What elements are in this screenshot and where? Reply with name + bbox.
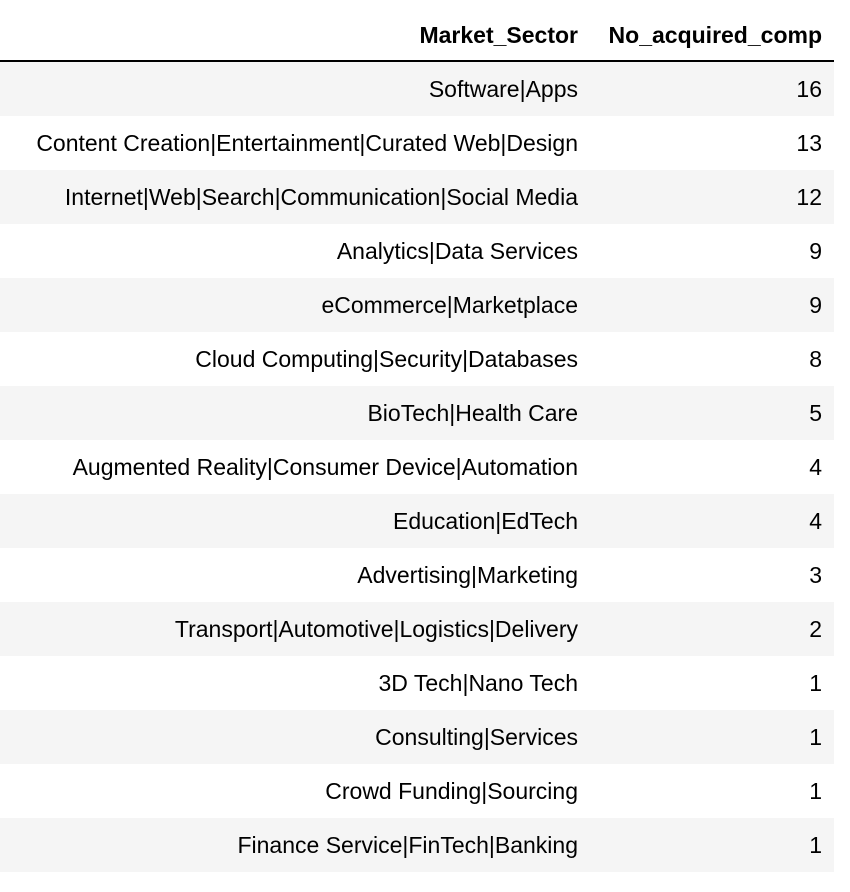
table-row: Cloud Computing|Security|Databases 8 — [0, 332, 834, 386]
table-row: Advertising|Marketing 3 — [0, 548, 834, 602]
sector-cell: Augmented Reality|Consumer Device|Automa… — [0, 440, 590, 494]
count-cell: 2 — [590, 602, 834, 656]
count-cell: 9 — [590, 224, 834, 278]
table-row: eCommerce|Marketplace 9 — [0, 278, 834, 332]
sector-cell: Content Creation|Entertainment|Curated W… — [0, 116, 590, 170]
sector-cell: Internet|Web|Search|Communication|Social… — [0, 170, 590, 224]
table-header: Market_Sector No_acquired_comp — [0, 10, 834, 62]
table-row: Finance Service|FinTech|Banking 1 — [0, 818, 834, 872]
count-cell: 13 — [590, 116, 834, 170]
sector-cell: 3D Tech|Nano Tech — [0, 656, 590, 710]
table-row: Augmented Reality|Consumer Device|Automa… — [0, 440, 834, 494]
count-cell: 1 — [590, 656, 834, 710]
count-cell: 4 — [590, 494, 834, 548]
table-row: Consulting|Services 1 — [0, 710, 834, 764]
table-body: Software|Apps 16 Content Creation|Entert… — [0, 61, 834, 872]
count-cell: 16 — [590, 61, 834, 116]
column-header-no-acquired-comp: No_acquired_comp — [590, 10, 834, 62]
count-cell: 9 — [590, 278, 834, 332]
sector-cell: Advertising|Marketing — [0, 548, 590, 602]
sector-cell: Analytics|Data Services — [0, 224, 590, 278]
count-cell: 8 — [590, 332, 834, 386]
header-row: Market_Sector No_acquired_comp — [0, 10, 834, 62]
sector-cell: BioTech|Health Care — [0, 386, 590, 440]
table-row: Analytics|Data Services 9 — [0, 224, 834, 278]
table-row: Education|EdTech 4 — [0, 494, 834, 548]
column-header-market-sector: Market_Sector — [0, 10, 590, 62]
table-row: 3D Tech|Nano Tech 1 — [0, 656, 834, 710]
sector-cell: eCommerce|Marketplace — [0, 278, 590, 332]
sector-cell: Cloud Computing|Security|Databases — [0, 332, 590, 386]
dataframe-container: Market_Sector No_acquired_comp Software|… — [0, 10, 834, 872]
count-cell: 3 — [590, 548, 834, 602]
table-row: Internet|Web|Search|Communication|Social… — [0, 170, 834, 224]
sector-cell: Finance Service|FinTech|Banking — [0, 818, 590, 872]
count-cell: 1 — [590, 818, 834, 872]
count-cell: 12 — [590, 170, 834, 224]
table-row: BioTech|Health Care 5 — [0, 386, 834, 440]
count-cell: 1 — [590, 764, 834, 818]
sector-cell: Transport|Automotive|Logistics|Delivery — [0, 602, 590, 656]
count-cell: 4 — [590, 440, 834, 494]
count-cell: 5 — [590, 386, 834, 440]
sector-cell: Software|Apps — [0, 61, 590, 116]
sector-cell: Consulting|Services — [0, 710, 590, 764]
table-row: Crowd Funding|Sourcing 1 — [0, 764, 834, 818]
table-row: Software|Apps 16 — [0, 61, 834, 116]
sector-cell: Crowd Funding|Sourcing — [0, 764, 590, 818]
table-row: Transport|Automotive|Logistics|Delivery … — [0, 602, 834, 656]
acquired-companies-table: Market_Sector No_acquired_comp Software|… — [0, 10, 834, 872]
count-cell: 1 — [590, 710, 834, 764]
table-row: Content Creation|Entertainment|Curated W… — [0, 116, 834, 170]
sector-cell: Education|EdTech — [0, 494, 590, 548]
